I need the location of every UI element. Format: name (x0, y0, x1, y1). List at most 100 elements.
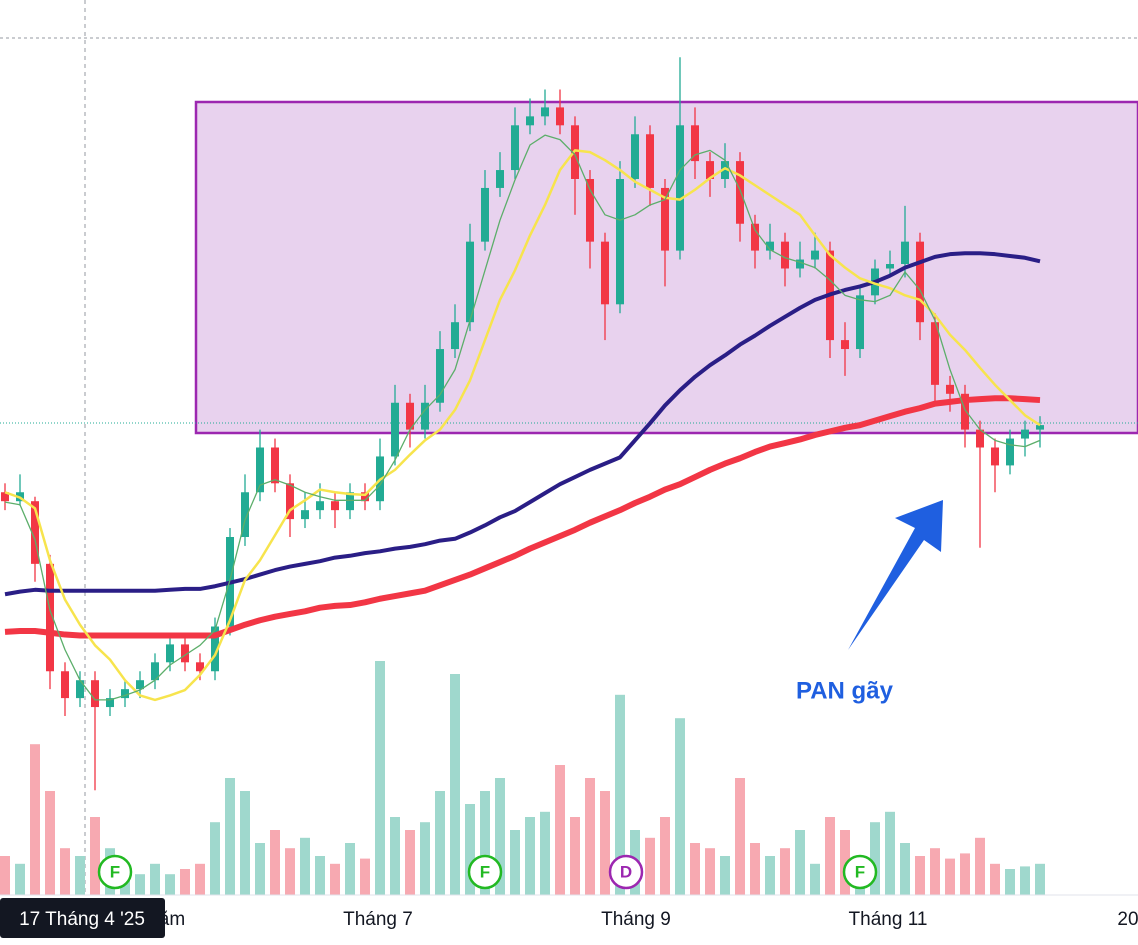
event-label: D (620, 862, 632, 881)
candle-body (721, 161, 729, 179)
time-axis (0, 895, 1138, 945)
volume-bar (690, 843, 700, 895)
volume-bar (660, 817, 670, 895)
volume-bar (30, 744, 40, 895)
volume-bar (585, 778, 595, 895)
candle-body (361, 492, 369, 502)
volume-bar (1005, 869, 1015, 895)
candle-body (526, 116, 534, 126)
volume-bar (750, 843, 760, 895)
candle-body (256, 447, 264, 493)
candle-body (556, 107, 564, 126)
candle-body (76, 680, 84, 699)
volume-bar (960, 853, 970, 895)
candle-body (886, 264, 894, 269)
volume-bar (165, 874, 175, 895)
moving-average (4, 134, 1041, 701)
volume-bar (525, 817, 535, 895)
x-tick-label: Tháng 9 (601, 909, 671, 930)
volume-bar (615, 694, 625, 895)
candle-body (796, 259, 804, 269)
candle-body (511, 125, 519, 171)
candle-body (766, 241, 774, 251)
volume-bar (810, 863, 820, 895)
candle-body (631, 134, 639, 179)
candle-body (421, 402, 429, 430)
x-tick-label: ăm (159, 909, 185, 930)
x-tick-label: Tháng 11 (849, 909, 928, 930)
volume-bar (840, 830, 850, 895)
candle-body (676, 125, 684, 251)
candle-body (901, 241, 909, 265)
candle-body (811, 250, 819, 260)
volume-bar (720, 856, 730, 895)
volume-bar (645, 837, 655, 895)
event-marker (97, 854, 133, 890)
crosshair-label: 17 Tháng 4 '25 (19, 909, 145, 930)
candle-body (1, 492, 9, 502)
volume-bar (795, 830, 805, 895)
candle-body (856, 295, 864, 350)
volume-bar (0, 856, 10, 895)
volume-bar (450, 674, 460, 895)
candle-body (166, 644, 174, 663)
volume-bar (825, 817, 835, 895)
ma-layer (4, 134, 1041, 702)
event-marker (608, 854, 644, 890)
range-box (194, 100, 1138, 435)
event-marker (467, 854, 503, 890)
volume-bar (300, 837, 310, 895)
candle-body (46, 563, 54, 672)
candle-body (1021, 429, 1029, 439)
candle-body (121, 689, 129, 699)
candle-body (436, 349, 444, 403)
volume-bar (90, 817, 100, 895)
candle-body (841, 340, 849, 350)
volume-bar (675, 718, 685, 895)
candle-body (586, 179, 594, 242)
volume-layer (0, 661, 1045, 895)
volume-bar (375, 661, 385, 895)
candle-body (916, 241, 924, 323)
volume-bar (60, 848, 70, 895)
volume-bar (540, 811, 550, 895)
volume-bar (945, 858, 955, 895)
candle-body (346, 492, 354, 511)
volume-bar (870, 822, 880, 895)
candle-body (151, 662, 159, 681)
volume-bar (480, 791, 490, 895)
volume-bar (285, 848, 295, 895)
candle-body (466, 241, 474, 323)
candle-body (196, 662, 204, 672)
x-axis-labels: ăm Tháng 7 Tháng 9 Tháng 11 20 (159, 909, 1138, 930)
volume-bar (345, 843, 355, 895)
candle-body (961, 393, 969, 430)
candle-body (1006, 438, 1014, 466)
candle-body (706, 161, 714, 179)
volume-bar (705, 848, 715, 895)
candle-body (136, 680, 144, 690)
crosshair-box (0, 898, 165, 938)
volume-bar (405, 830, 415, 895)
candle-body (496, 170, 504, 188)
volume-bar (225, 778, 235, 895)
candle-body (661, 187, 669, 251)
volume-bar (600, 791, 610, 895)
candle-body (976, 429, 984, 448)
volume-bar (180, 869, 190, 895)
volume-bar (900, 843, 910, 895)
volume-bar (930, 848, 940, 895)
event-label: F (480, 862, 490, 881)
candle-body (751, 223, 759, 251)
volume-bar (255, 843, 265, 895)
candle-body (541, 107, 549, 117)
candle-body (736, 161, 744, 224)
candle-body (106, 698, 114, 708)
moving-average (4, 251, 1041, 597)
candle-body (286, 483, 294, 520)
arrow (848, 500, 943, 650)
volume-bar (150, 863, 160, 895)
candle-body (181, 644, 189, 663)
